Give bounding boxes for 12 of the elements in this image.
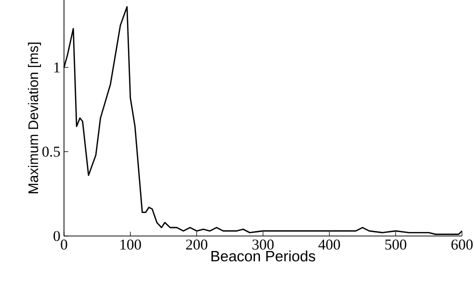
y-tick-label: 0.5 [42,146,60,157]
x-tick-label: 100 [120,240,141,250]
x-tick-label: 0 [60,240,68,250]
y-axis-title: Maximum Deviation [ms] [28,42,41,194]
y-tick-label: 0 [54,230,60,242]
x-tick-label: 200 [186,240,208,250]
x-tick-label: 600 [451,240,473,250]
x-tick-label: 400 [318,240,340,250]
x-axis-title: Beacon Periods [211,250,316,262]
y-tick-label: 1 [54,62,60,72]
x-tick-label: 300 [252,240,274,250]
x-tick-label: 500 [385,240,406,250]
